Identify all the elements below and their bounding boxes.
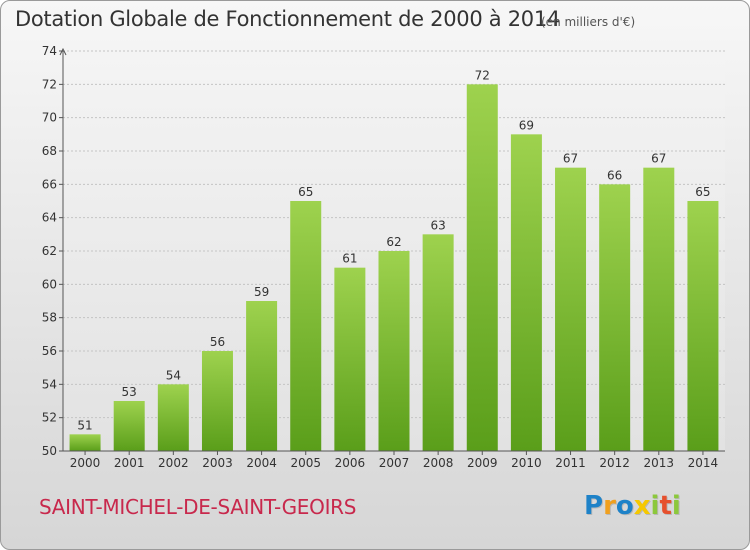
bar-2013: [643, 167, 675, 451]
x-tick-label-2003: 2003: [202, 456, 233, 470]
x-tick-label-2005: 2005: [290, 456, 321, 470]
y-tick-label: 70: [42, 111, 57, 125]
y-tick-label: 66: [42, 177, 57, 191]
bar-2011: [555, 167, 587, 451]
x-tick-label-2010: 2010: [511, 456, 542, 470]
bar-2007: [378, 251, 410, 451]
x-tick-label-2006: 2006: [335, 456, 366, 470]
x-tick-label-2012: 2012: [599, 456, 630, 470]
x-tick-label-2001: 2001: [114, 456, 145, 470]
town-name: SAINT-MICHEL-DE-SAINT-GEOIRS: [39, 495, 357, 519]
x-tick-label-2007: 2007: [379, 456, 410, 470]
bar-2005: [290, 201, 322, 451]
x-tick-label-2009: 2009: [467, 456, 498, 470]
y-tick-label: 50: [42, 444, 57, 458]
y-axis-arrow: [59, 47, 67, 56]
y-tick-label: 64: [42, 211, 57, 225]
bar-2002: [157, 384, 189, 451]
chart-subtitle: (en milliers d'€): [541, 15, 636, 29]
y-tick-label: 68: [42, 144, 57, 158]
data-label-2006: 61: [342, 252, 357, 266]
x-tick-label-2014: 2014: [688, 456, 719, 470]
data-label-2001: 53: [122, 385, 137, 399]
data-label-2013: 67: [651, 152, 666, 166]
y-tick-label: 52: [42, 411, 57, 425]
bar-2004: [246, 301, 278, 451]
bar-2014: [687, 201, 719, 451]
bar-2010: [510, 134, 542, 452]
data-label-2004: 59: [254, 285, 269, 299]
bar-2012: [599, 184, 631, 452]
data-label-2005: 65: [298, 185, 313, 199]
y-tick-label: 54: [42, 377, 57, 391]
data-label-2010: 69: [519, 118, 534, 132]
data-label-2008: 63: [430, 218, 445, 232]
x-tick-label-2011: 2011: [555, 456, 586, 470]
proxiti-logo[interactable]: Proxiti: [584, 491, 681, 521]
bar-2003: [201, 351, 233, 451]
x-tick-label-2008: 2008: [423, 456, 454, 470]
x-tick-label-2000: 2000: [70, 456, 101, 470]
x-tick-label-2002: 2002: [158, 456, 189, 470]
data-label-2011: 67: [563, 152, 578, 166]
bar-2008: [422, 234, 454, 451]
y-tick-label: 72: [42, 77, 57, 91]
x-tick-label-2004: 2004: [246, 456, 277, 470]
data-label-2000: 51: [77, 418, 92, 432]
bar-2000: [69, 434, 101, 451]
y-tick-label: 60: [42, 277, 57, 291]
data-label-2007: 62: [386, 235, 401, 249]
x-tick-label-2013: 2013: [644, 456, 675, 470]
chart-title: Dotation Globale de Fonctionnement de 20…: [15, 7, 560, 31]
bar-2009: [466, 84, 498, 451]
data-label-2012: 66: [607, 168, 622, 182]
data-label-2003: 56: [210, 335, 225, 349]
y-tick-label: 74: [42, 44, 57, 58]
bar-2006: [334, 267, 366, 451]
y-tick-label: 62: [42, 244, 57, 258]
y-tick-label: 56: [42, 344, 57, 358]
bar-2001: [113, 401, 145, 451]
data-label-2002: 54: [166, 368, 181, 382]
data-label-2014: 65: [695, 185, 710, 199]
y-tick-label: 58: [42, 311, 57, 325]
data-label-2009: 72: [475, 68, 490, 82]
